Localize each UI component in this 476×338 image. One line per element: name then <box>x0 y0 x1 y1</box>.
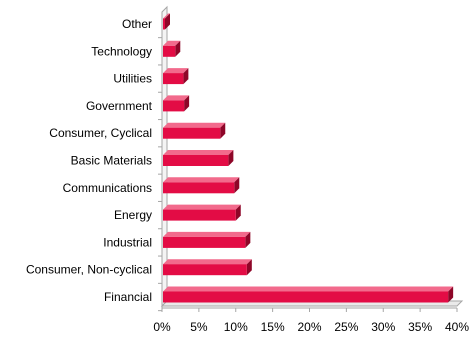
category-label-utilities: Utilities <box>113 72 152 86</box>
x-tick-label-0: 0% <box>153 320 171 334</box>
bar-front-face <box>163 100 185 112</box>
bar-top-face <box>163 177 240 183</box>
bar-top-face <box>163 13 170 19</box>
bar-top-face <box>163 95 190 101</box>
bar-side-face <box>183 68 189 85</box>
x-tick-label-5: 25% <box>334 320 358 334</box>
category-label-financial: Financial <box>104 290 152 304</box>
bar-top-face <box>163 231 251 237</box>
x-tick-label-3: 15% <box>261 320 285 334</box>
bar-front-face <box>163 209 236 221</box>
bar-side-face <box>184 95 190 112</box>
category-label-energy: Energy <box>114 208 152 222</box>
bar-front-face <box>163 127 221 139</box>
bar-top-face <box>163 68 189 74</box>
bar-front-face <box>163 73 184 85</box>
bar-front-face <box>163 155 229 166</box>
category-label-communications: Communications <box>63 181 152 195</box>
x-tick-label-4: 20% <box>297 320 321 334</box>
bar-top-face <box>163 122 226 128</box>
x-tick-label-7: 35% <box>408 320 432 334</box>
bar-front-face <box>163 264 247 276</box>
bar-side-face <box>220 122 226 139</box>
bar-side-face <box>165 13 170 30</box>
bar-technology <box>163 40 181 57</box>
bar-top-face <box>163 150 234 155</box>
x-tick-label-1: 5% <box>190 320 208 334</box>
bar-side-face <box>245 231 251 248</box>
bar-top-face <box>163 259 252 265</box>
bar-front-face <box>163 45 176 57</box>
bar-communications <box>163 177 240 194</box>
bar-basic-materials <box>163 150 234 166</box>
x-tick-labels: 0% 5% 10% 15% 20% 25% 30% 35% 40% <box>153 308 469 334</box>
bar-front-face <box>163 18 165 30</box>
bar-front-face <box>163 291 449 303</box>
bar-side-face <box>235 204 241 221</box>
bar-front-face <box>163 182 235 194</box>
bar-energy <box>163 204 241 221</box>
bar-top-face <box>163 204 241 210</box>
bar-industrial <box>163 231 251 248</box>
x-tick-label-8: 40% <box>445 320 469 334</box>
bar-side-face <box>246 259 252 276</box>
bar-consumer-non-cyclical <box>163 259 252 276</box>
bar-side-face <box>448 286 454 303</box>
category-label-industrial: Industrial <box>103 235 152 249</box>
bar-government <box>163 95 190 112</box>
bar-other <box>163 13 170 30</box>
x-tick-label-2: 10% <box>224 320 248 334</box>
category-label-technology: Technology <box>91 44 152 58</box>
x-tick-label-6: 30% <box>371 320 395 334</box>
category-label-consumer-cyclical: Consumer, Cyclical <box>49 126 152 140</box>
category-label-consumer-non-cyclical: Consumer, Non-cyclical <box>26 263 152 277</box>
bar-side-face <box>175 40 181 57</box>
category-label-government: Government <box>86 99 153 113</box>
category-label-basic-materials: Basic Materials <box>71 154 152 168</box>
category-labels: Financial Consumer, Non-cyclical Industria… <box>26 17 162 312</box>
bars <box>163 13 454 303</box>
bar-side-face <box>228 150 234 166</box>
bar-consumer-cyclical <box>163 122 226 139</box>
bar-front-face <box>163 236 246 248</box>
category-label-other: Other <box>122 17 152 31</box>
bar-utilities <box>163 68 189 85</box>
bar-top-face <box>163 286 454 292</box>
bar-financial <box>163 286 454 303</box>
bar-side-face <box>234 177 240 194</box>
bar-top-face <box>163 40 181 46</box>
